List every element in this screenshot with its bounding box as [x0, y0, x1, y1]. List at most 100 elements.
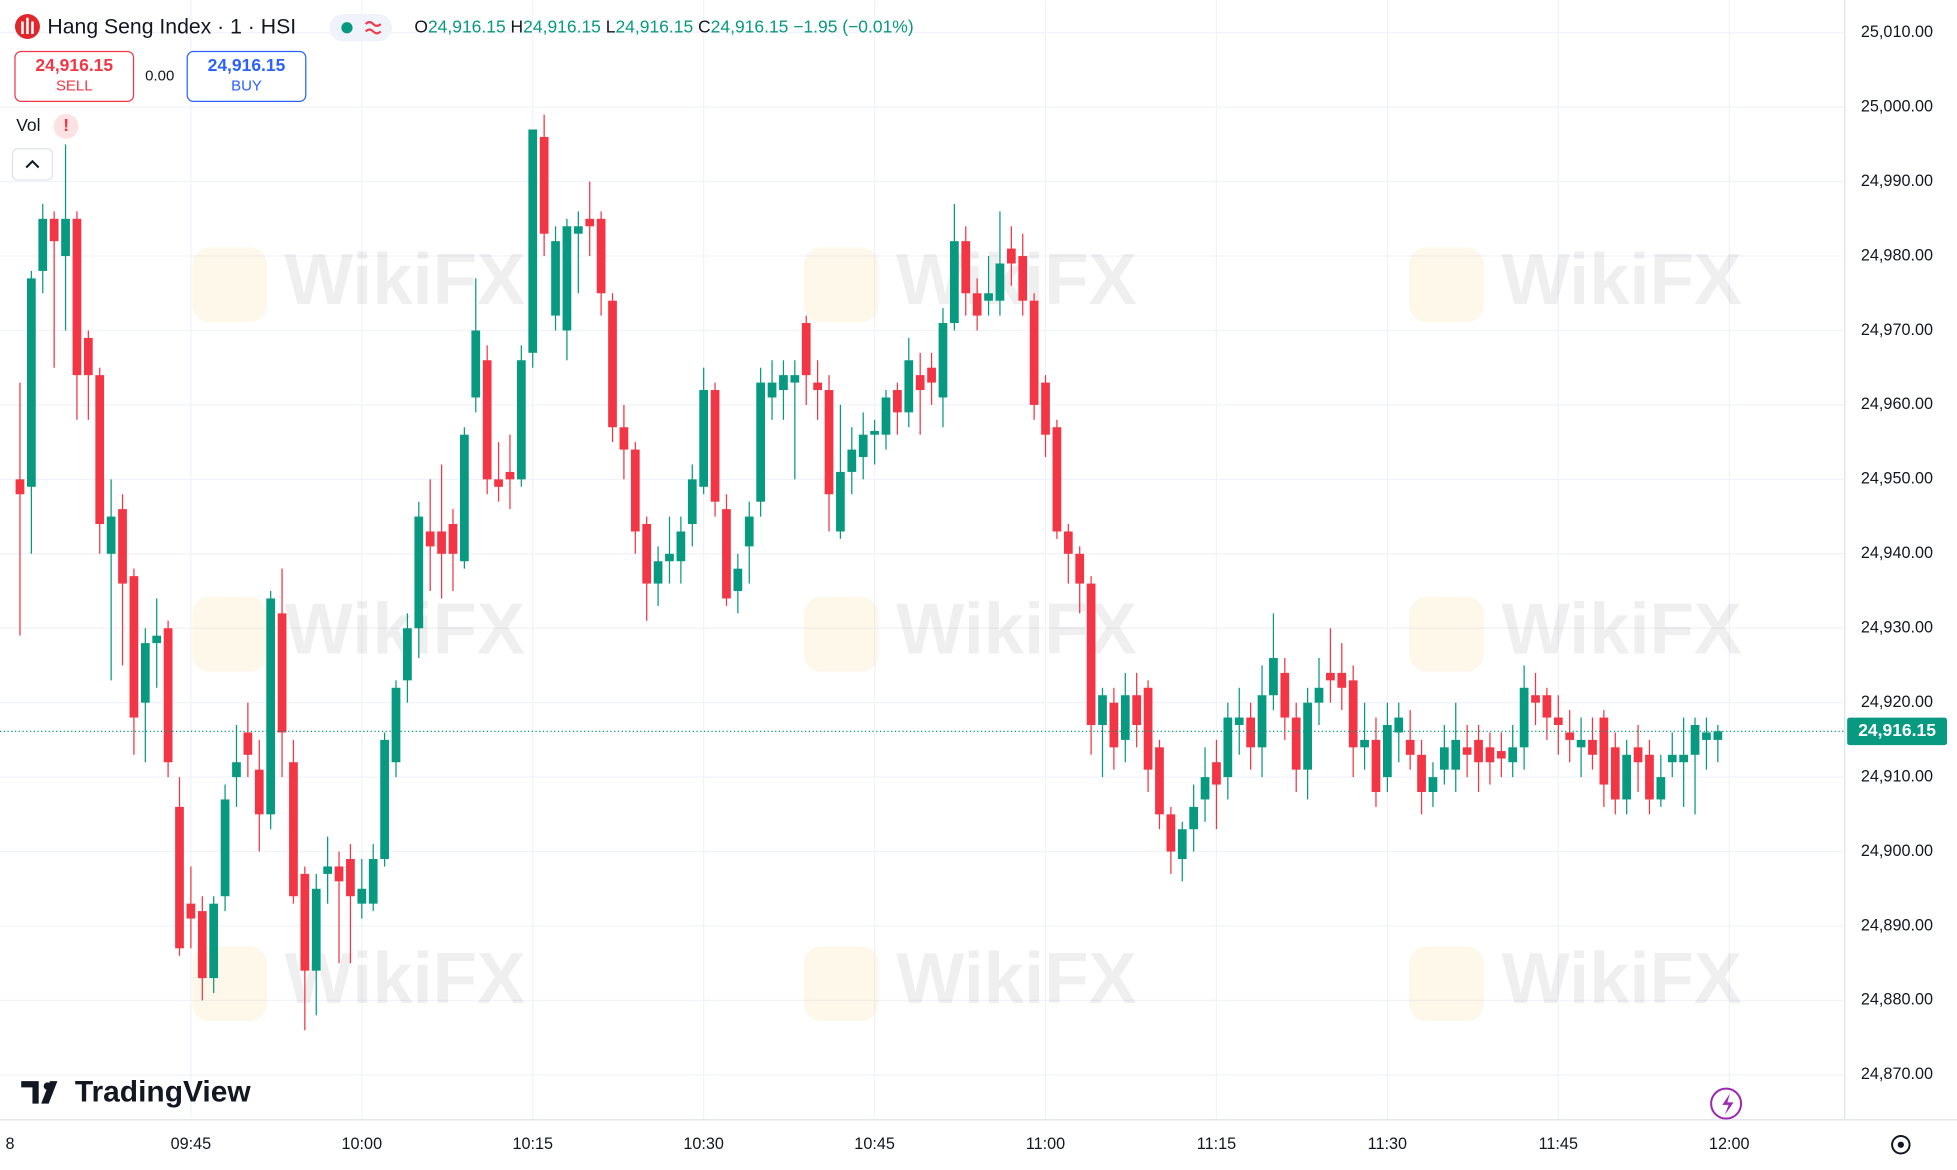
candle-body	[152, 635, 162, 644]
candle-body	[1177, 829, 1187, 859]
candle-body	[801, 323, 811, 376]
status-pill[interactable]	[329, 14, 392, 42]
candle-body	[300, 873, 310, 971]
y-tick-label: 25,000.00	[1861, 97, 1933, 115]
candle-body	[927, 367, 936, 383]
watermark-logo	[1409, 596, 1484, 672]
y-tick-label: 24,920.00	[1861, 693, 1933, 711]
ohlc-legend: O24,916.15 H24,916.15 L24,916.15 C24,916…	[414, 16, 913, 36]
candle-body	[1702, 732, 1711, 740]
indicator-name[interactable]: Vol	[16, 115, 40, 135]
replay-icon	[1722, 1093, 1734, 1115]
buy-button[interactable]	[186, 50, 307, 102]
candle-body	[129, 576, 139, 718]
x-tick-label: 11:15	[1197, 1135, 1236, 1153]
candle-body	[824, 390, 834, 495]
ohlc-value: 24,916.15	[711, 16, 789, 36]
candle-body	[1314, 687, 1324, 703]
candle-body	[106, 516, 116, 554]
candle-body	[209, 903, 219, 979]
candle-body	[1006, 248, 1016, 264]
candle-body	[596, 218, 606, 294]
x-tick-label: 10:00	[342, 1135, 383, 1153]
candle-body	[311, 888, 321, 971]
candle-body	[1166, 814, 1176, 852]
candle-body	[1337, 672, 1347, 688]
sell-button[interactable]	[14, 50, 135, 102]
candle-body	[1588, 739, 1597, 755]
buy-price: 24,916.15	[208, 55, 286, 75]
candle-body	[1394, 717, 1404, 733]
candle-body	[1576, 739, 1586, 748]
candle-body	[1212, 762, 1221, 785]
candle-body	[391, 687, 401, 763]
candle-body	[1485, 747, 1495, 763]
watermark-logo	[1409, 247, 1484, 323]
candle-body	[573, 226, 583, 234]
candle-body	[1462, 747, 1472, 755]
candle-body	[494, 479, 503, 487]
candle-body	[163, 628, 173, 763]
candle-body	[528, 129, 538, 353]
candle-body	[744, 516, 754, 547]
sell-label: SELL	[56, 77, 93, 94]
candle-body	[243, 732, 253, 755]
y-tick-label: 24,910.00	[1861, 767, 1933, 785]
candle-body	[1155, 747, 1164, 815]
y-tick-label: 25,010.00	[1861, 23, 1933, 41]
candle-body	[49, 218, 59, 242]
candle-body	[813, 382, 822, 391]
market-status	[341, 22, 353, 34]
candle-body	[881, 397, 891, 435]
watermark-logo	[803, 247, 879, 323]
watermark: WikiFX	[285, 938, 526, 1019]
candle-body	[1417, 754, 1426, 793]
candle-body	[1531, 695, 1540, 703]
watermark: WikiFX	[896, 938, 1137, 1019]
candle-body	[984, 293, 993, 301]
ohlc-key: H	[511, 16, 524, 36]
candle-body	[118, 509, 127, 584]
ohlc-key: O	[414, 16, 428, 36]
candle-body	[1383, 725, 1392, 778]
last-price-label: 24,916.15	[1858, 720, 1936, 740]
watermark: WikiFX	[896, 239, 1137, 320]
candle-body	[289, 762, 298, 897]
candle-body	[197, 911, 207, 979]
alert-icon: !	[63, 115, 69, 135]
candle-body	[232, 762, 241, 778]
candle-body	[1246, 717, 1256, 748]
x-tick-label: 12:00	[1709, 1135, 1750, 1153]
settings-button[interactable]	[1891, 1135, 1911, 1155]
ohlc-value: 24,916.15	[523, 16, 601, 36]
candle-body	[1109, 702, 1119, 748]
candle-body	[733, 568, 743, 592]
symbol-title[interactable]: Hang Seng Index · 1 · HSI	[47, 15, 296, 38]
y-tick-label: 24,900.00	[1861, 842, 1933, 860]
sell-price: 24,916.15	[35, 55, 113, 75]
candle-body	[403, 628, 412, 681]
axes: 24,870.00 24,880.00 24,890.00 24,900.00 24,9…	[5, 23, 1948, 1153]
logo-text[interactable]: TradingView	[75, 1076, 252, 1109]
watermark: WikiFX	[1501, 588, 1742, 669]
collapse-button[interactable]	[11, 148, 54, 181]
alert-badge[interactable]	[53, 113, 79, 139]
candle-body	[619, 427, 629, 450]
delay-icon	[364, 21, 382, 35]
candle-body	[1474, 739, 1483, 763]
candle-body	[460, 434, 469, 562]
candle-body	[1439, 747, 1449, 770]
candle-body	[516, 360, 526, 480]
candle-body	[1075, 553, 1085, 584]
candle-body	[676, 531, 686, 562]
candle-body	[368, 858, 378, 904]
settings-icon	[1897, 1141, 1904, 1148]
candle-body	[847, 449, 857, 472]
candle-body	[836, 471, 845, 532]
x-tick-label: 11:30	[1368, 1135, 1407, 1153]
watermark: WikiFX	[1501, 239, 1742, 320]
replay-button[interactable]	[1710, 1087, 1743, 1120]
x-tick-label: 09:45	[171, 1135, 212, 1153]
watermark-logo	[192, 596, 268, 672]
candle-body	[380, 739, 389, 859]
